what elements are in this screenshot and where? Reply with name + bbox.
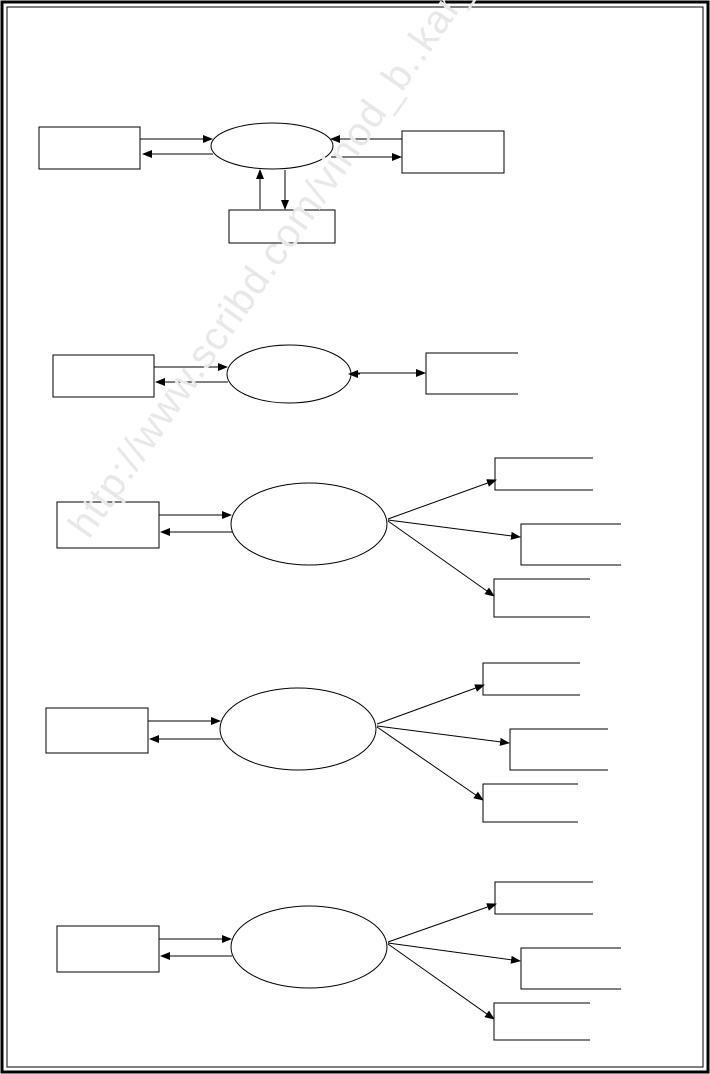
flow-arrow bbox=[376, 725, 510, 746]
flow-diagram-3 bbox=[56, 457, 621, 618]
data-store-middle bbox=[520, 523, 621, 566]
flow-arrow bbox=[387, 479, 497, 520]
external-entity-left bbox=[56, 925, 160, 973]
flow-arrow bbox=[387, 519, 521, 540]
flow-arrow bbox=[376, 684, 485, 725]
flow-arrow bbox=[387, 903, 497, 943]
data-store-top bbox=[482, 662, 580, 696]
data-store-middle bbox=[509, 728, 608, 771]
process bbox=[230, 905, 388, 989]
flow-arrow bbox=[387, 942, 521, 964]
process bbox=[226, 344, 352, 404]
page-border-inner bbox=[6, 6, 704, 1068]
flow-diagram-2 bbox=[52, 344, 518, 404]
process bbox=[219, 687, 377, 771]
external-entity-left bbox=[56, 501, 160, 549]
data-store-middle bbox=[520, 947, 621, 990]
external-entity-right bbox=[425, 352, 518, 395]
data-store-top bbox=[494, 881, 593, 915]
external-entity-bottom bbox=[228, 209, 336, 244]
context-diagram bbox=[38, 122, 505, 244]
external-entity-left bbox=[38, 126, 141, 170]
external-entity-left bbox=[52, 354, 155, 398]
flow-arrow bbox=[387, 520, 495, 597]
data-store-top bbox=[494, 457, 593, 491]
flow-diagram-4 bbox=[45, 662, 608, 823]
external-entity-right bbox=[401, 130, 505, 174]
data-store-bottom bbox=[482, 783, 578, 823]
data-store-bottom bbox=[493, 1002, 590, 1041]
data-store-bottom bbox=[493, 578, 590, 618]
process bbox=[230, 482, 388, 566]
flow-arrow bbox=[376, 726, 484, 801]
central-process bbox=[210, 122, 334, 170]
flow-diagram-5 bbox=[56, 881, 621, 1041]
external-entity-left bbox=[45, 707, 149, 754]
flow-arrow bbox=[387, 943, 495, 1020]
